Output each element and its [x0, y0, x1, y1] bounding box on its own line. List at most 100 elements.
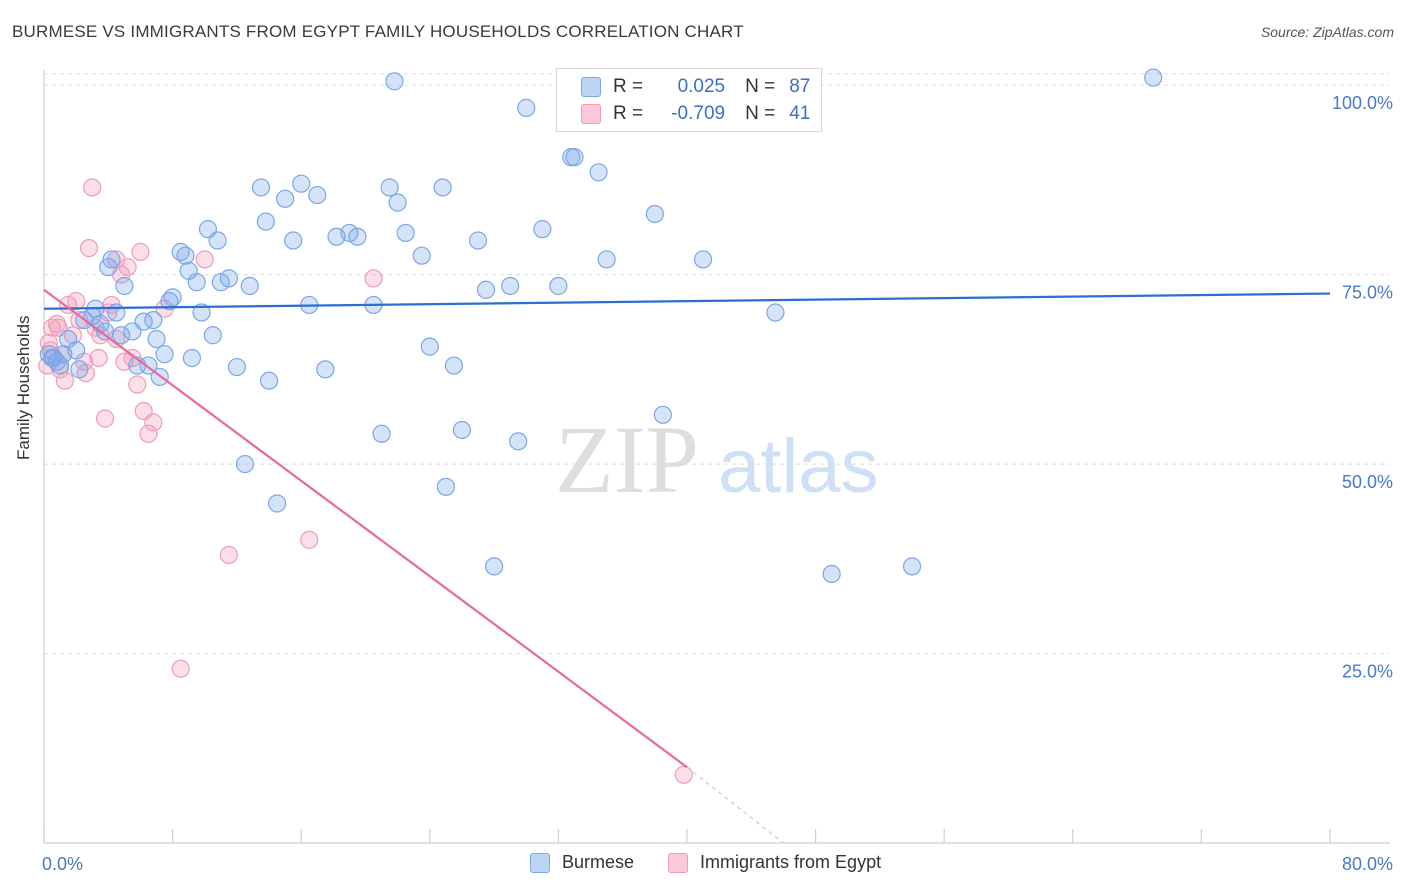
- burmese-point: [485, 557, 504, 576]
- burmese-point: [176, 246, 195, 265]
- egypt-swatch: [668, 852, 689, 873]
- watermark-atlas: atlas: [718, 424, 879, 509]
- burmese-point: [476, 280, 496, 299]
- burmese-point: [420, 337, 439, 356]
- egypt-trend-extension: [686, 766, 784, 844]
- egypt-point: [674, 765, 693, 784]
- n-label: N =: [745, 76, 776, 97]
- burmese-point: [251, 178, 271, 197]
- egypt-point: [79, 238, 99, 258]
- burmese-point: [203, 326, 222, 345]
- egypt-point: [118, 257, 137, 277]
- n-value: 87: [789, 76, 811, 97]
- y-tick-label: 50.0%: [1342, 472, 1393, 492]
- burmese-point: [147, 329, 166, 349]
- grid-lines: [44, 73, 1390, 655]
- burmese-point: [902, 557, 922, 576]
- burmese-point: [235, 454, 255, 474]
- burmese-point: [388, 193, 407, 212]
- legend-item-burmese: Burmese: [530, 852, 634, 873]
- burmese-point: [44, 348, 63, 368]
- burmese-point: [385, 72, 404, 91]
- burmese-point: [192, 303, 211, 322]
- burmese-point: [597, 250, 616, 269]
- legend-label: Burmese: [562, 852, 635, 872]
- burmese-point: [372, 424, 391, 443]
- legend-row-burmese: R = 0.025 N = 87: [581, 75, 810, 99]
- burmese-point: [240, 276, 259, 296]
- burmese-point: [112, 326, 131, 345]
- egypt-point: [219, 545, 238, 565]
- burmese-point: [822, 564, 841, 584]
- burmese-point: [562, 148, 581, 167]
- x-tick-labels: 0.0% 80.0%: [42, 854, 1393, 874]
- burmese-point: [509, 432, 528, 451]
- egypt-point: [139, 424, 158, 443]
- burmese-point: [653, 405, 672, 424]
- burmese-swatch: [581, 77, 601, 97]
- egypt-point: [364, 269, 383, 288]
- burmese-point: [102, 250, 121, 269]
- burmese-point: [452, 420, 472, 440]
- burmese-point: [433, 178, 452, 197]
- burmese-point: [308, 185, 327, 205]
- egypt-point: [83, 178, 102, 197]
- burmese-point: [267, 494, 287, 513]
- burmese-point: [589, 163, 608, 182]
- burmese-point: [549, 276, 568, 296]
- egypt-swatch: [581, 104, 601, 124]
- burmese-swatch: [530, 852, 550, 873]
- burmese-point: [501, 276, 520, 296]
- trend-lines: [43, 288, 1331, 844]
- burmese-point: [348, 227, 367, 246]
- egypt-point: [67, 292, 86, 311]
- burmese-point: [67, 341, 86, 360]
- burmese-point: [380, 178, 399, 197]
- egypt-point: [300, 530, 319, 549]
- burmese-point: [1144, 68, 1163, 87]
- burmese-point: [50, 356, 70, 375]
- burmese-point: [182, 348, 201, 368]
- axes: [43, 70, 1390, 844]
- burmese-point: [219, 269, 238, 288]
- burmese-point: [316, 360, 335, 379]
- burmese-point: [227, 357, 246, 377]
- burmese-point: [208, 231, 227, 250]
- burmese-point: [256, 212, 275, 231]
- series-legend: Burmese Immigrants from Egypt: [530, 852, 915, 873]
- x-tick-label: 0.0%: [42, 854, 83, 874]
- legend-label: Immigrants from Egypt: [700, 852, 882, 872]
- burmese-point: [70, 360, 89, 379]
- y-tick-label: 100.0%: [1332, 93, 1393, 113]
- burmese-point: [517, 98, 536, 117]
- burmese-point: [533, 220, 552, 239]
- y-tick-labels: 100.0% 75.0% 50.0% 25.0%: [1332, 93, 1393, 681]
- burmese-point: [693, 250, 713, 269]
- burmese-point: [134, 312, 153, 331]
- burmese-point: [284, 231, 303, 250]
- burmese-point: [144, 310, 163, 330]
- r-label: R =: [613, 76, 644, 97]
- egypt-point: [55, 371, 74, 390]
- n-label: N =: [745, 103, 776, 124]
- burmese-point: [645, 204, 664, 224]
- burmese-points: [39, 68, 1163, 584]
- y-tick-label: 75.0%: [1342, 283, 1393, 303]
- egypt-point: [171, 659, 190, 678]
- egypt-point: [89, 348, 108, 368]
- legend-row-egypt: R = -0.709 N = 41: [581, 102, 810, 126]
- r-label: R =: [613, 103, 644, 124]
- burmese-point: [436, 477, 455, 496]
- egypt-point: [95, 409, 115, 428]
- egypt-trend-line: [43, 288, 688, 769]
- y-tick-label: 25.0%: [1342, 662, 1393, 682]
- burmese-point: [276, 189, 295, 208]
- egypt-point: [195, 250, 214, 269]
- egypt-point: [128, 375, 147, 394]
- burmese-point: [396, 223, 415, 243]
- correlation-legend: R = 0.025 N = 87 R = -0.709 N = 41: [556, 68, 822, 132]
- burmese-point: [107, 303, 126, 322]
- burmese-point: [187, 273, 206, 292]
- r-value: 0.025: [677, 76, 726, 97]
